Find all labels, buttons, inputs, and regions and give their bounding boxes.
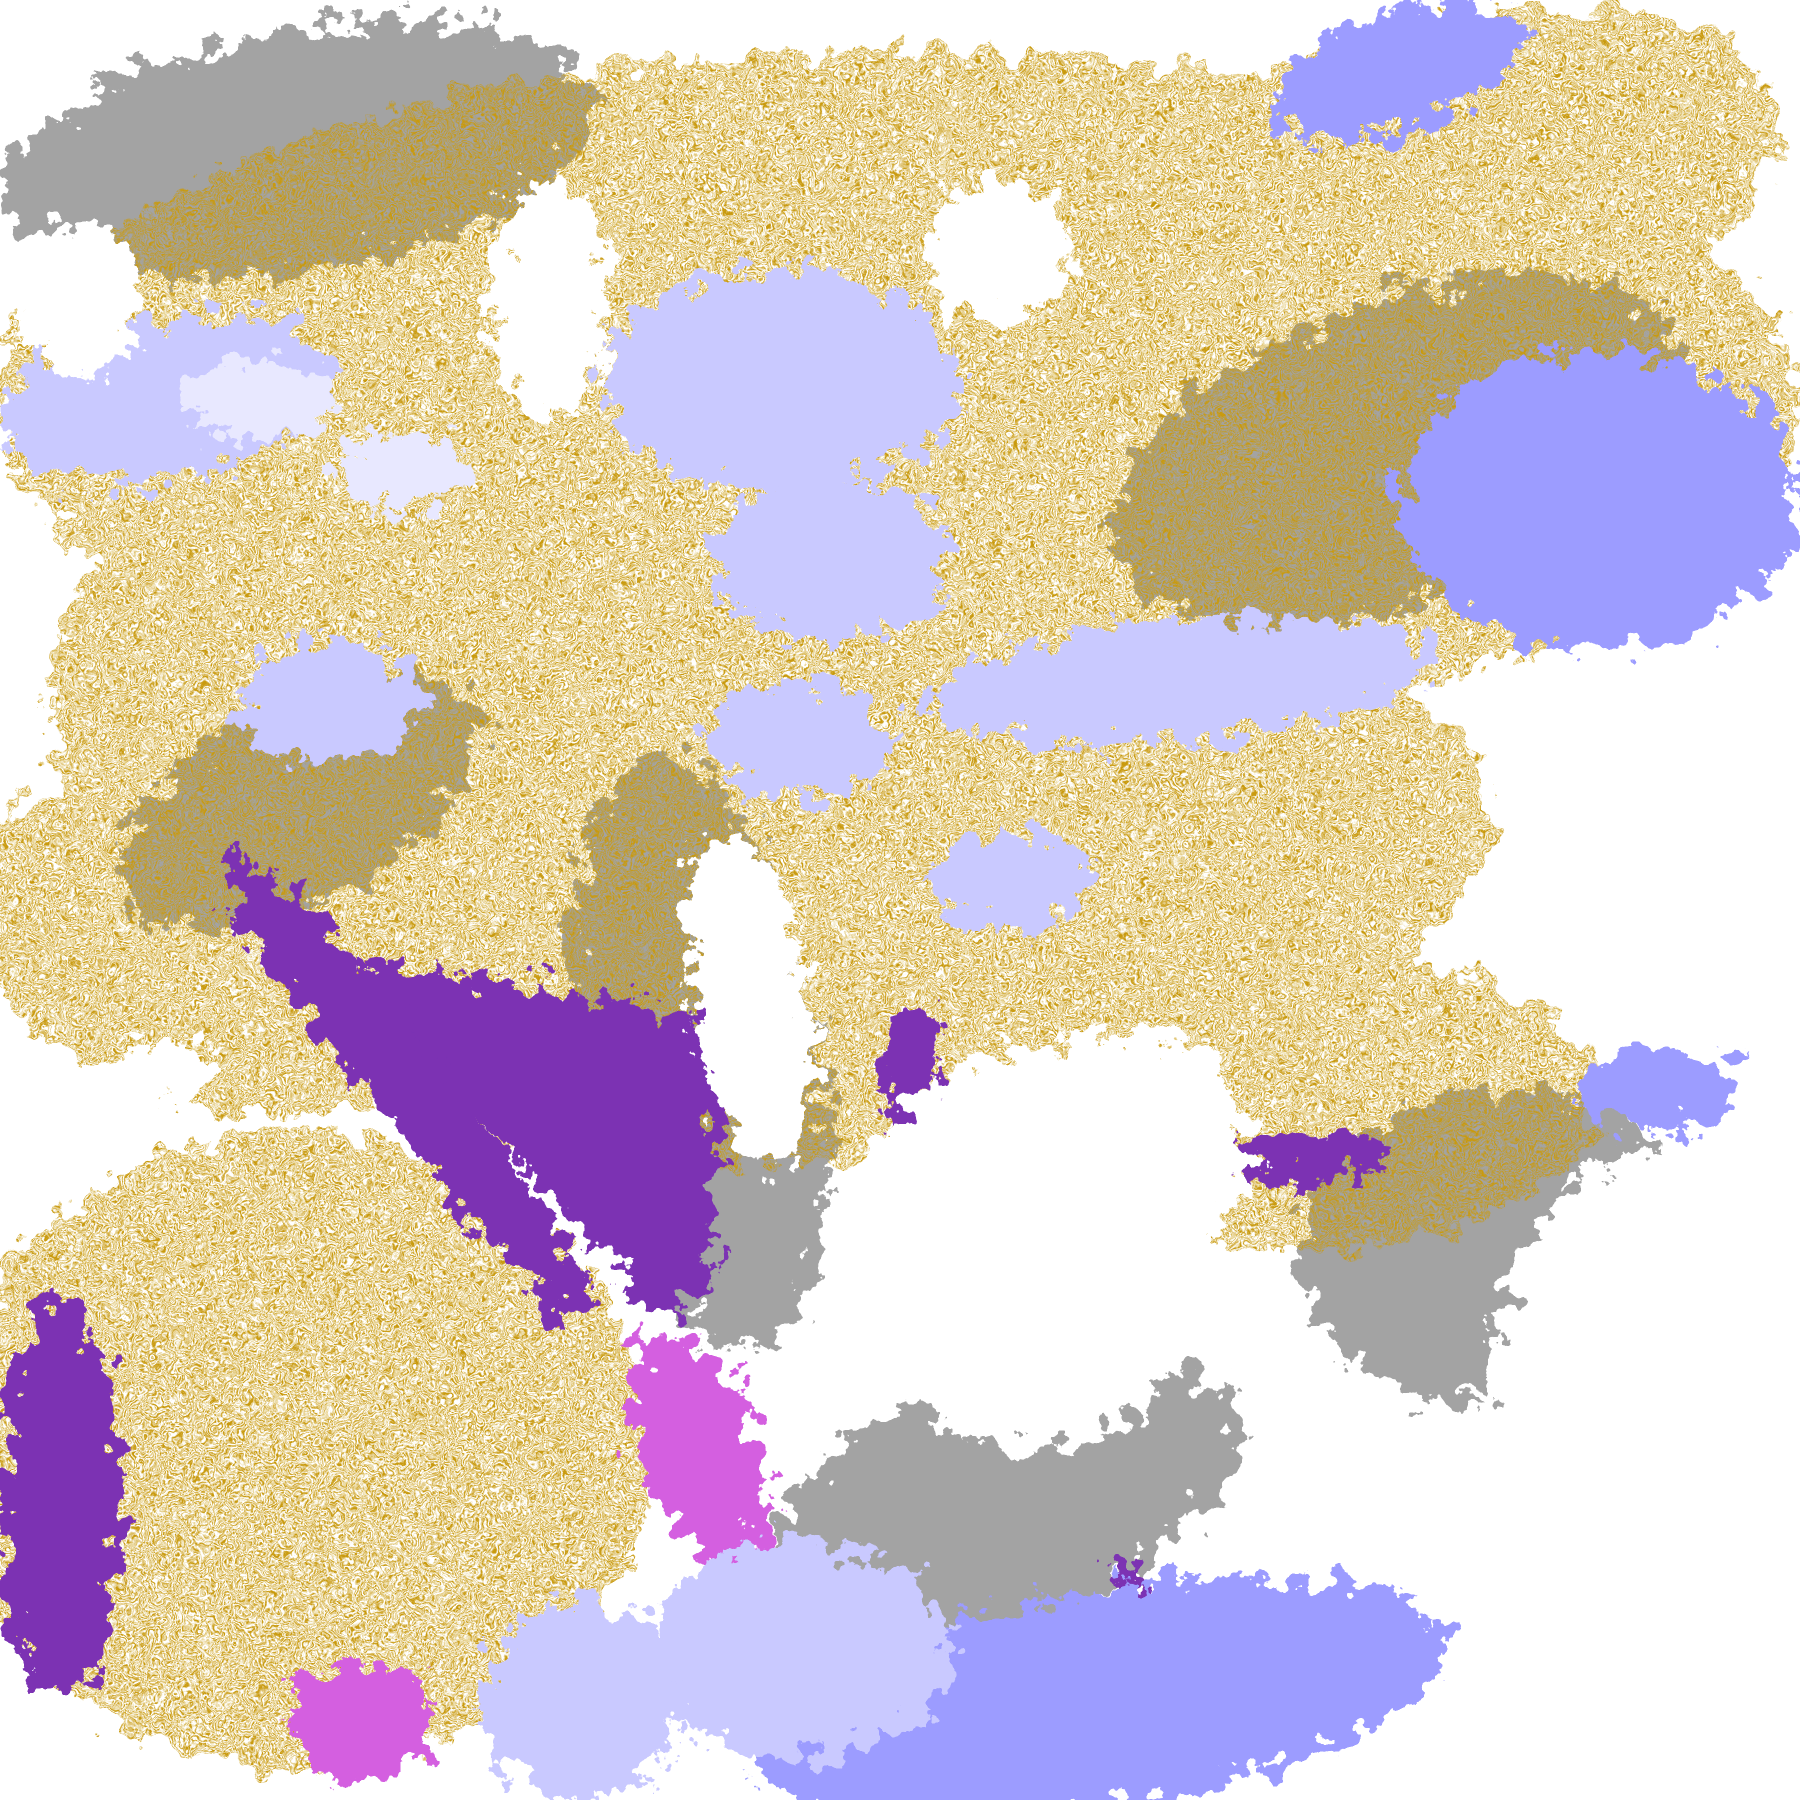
cloud-region xyxy=(710,480,950,640)
purple-region xyxy=(230,850,600,1320)
purple-region xyxy=(0,1300,120,1700)
cloud-region xyxy=(600,270,960,490)
cloud-region xyxy=(480,1600,680,1800)
cloud-region xyxy=(330,430,470,510)
purple-region xyxy=(360,960,720,1310)
clear-region xyxy=(683,832,817,1168)
clear-region xyxy=(490,180,610,420)
cloud-region xyxy=(1400,350,1800,650)
purple-class-layer xyxy=(0,850,1390,1780)
magenta-region xyxy=(290,1660,430,1780)
cloud-region xyxy=(930,616,1430,744)
clear-region xyxy=(930,180,1070,320)
clear-region-layer xyxy=(0,180,1800,1750)
clear-region xyxy=(1010,1030,1250,1270)
cloud-region xyxy=(1276,0,1524,142)
cloud-region xyxy=(1580,1050,1740,1130)
clear-region xyxy=(0,1044,214,1156)
clear-region xyxy=(1480,1150,1800,1750)
cloud-region xyxy=(930,830,1090,930)
cloud-region xyxy=(180,360,340,440)
cloud-region xyxy=(710,680,890,800)
clear-region xyxy=(20,220,140,380)
cloud-region xyxy=(650,1540,950,1760)
gold-region xyxy=(0,1190,600,1710)
cloud-region xyxy=(240,640,420,760)
purple-region xyxy=(1230,1134,1390,1186)
gold-region xyxy=(921,7,1779,493)
magenta-region xyxy=(630,1335,770,1565)
